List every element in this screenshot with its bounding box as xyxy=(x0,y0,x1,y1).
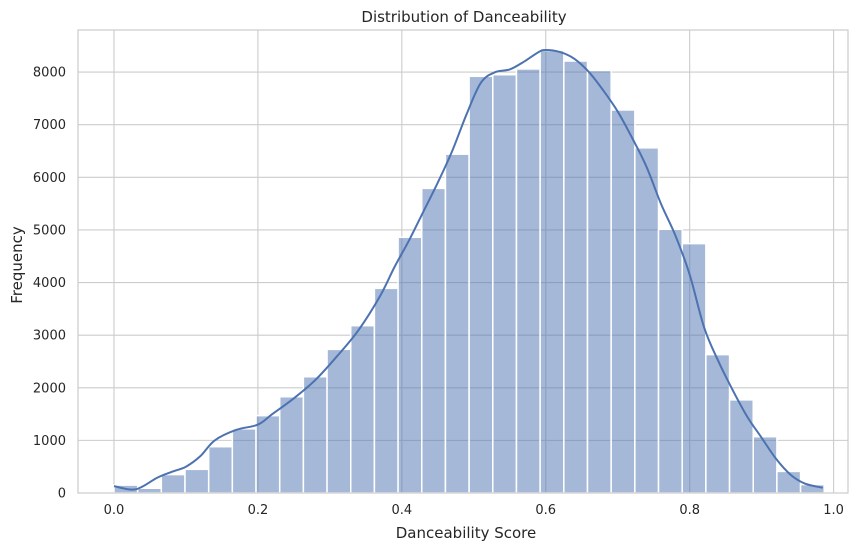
histogram-bar xyxy=(278,395,305,494)
histogram-bar xyxy=(397,236,423,494)
histogram-bar xyxy=(302,375,328,494)
histogram-bar xyxy=(752,435,778,494)
histogram-bar xyxy=(681,242,707,494)
chart-title: Distribution of Danceability xyxy=(361,8,566,26)
histogram-bar xyxy=(136,487,163,494)
histogram-bar xyxy=(231,428,257,494)
histogram-bar xyxy=(610,109,636,494)
histogram-bar xyxy=(657,228,683,494)
y-tick-label: 2000 xyxy=(33,381,66,396)
histogram-bar xyxy=(444,153,470,494)
histogram-bar xyxy=(326,348,352,494)
histogram-bar xyxy=(563,60,589,494)
histogram-bars xyxy=(113,49,826,494)
x-tick-label: 0.8 xyxy=(679,503,700,518)
kde-curve xyxy=(113,48,824,491)
x-tick-labels: 0.0 0.2 0.4 0.6 0.8 1.0 xyxy=(104,503,844,518)
y-axis-label: Frequency xyxy=(8,226,26,304)
y-tick-labels: 0 1000 2000 3000 4000 5000 6000 7000 8000 xyxy=(33,66,66,502)
histogram-bar xyxy=(586,69,612,494)
x-tick-label: 0.0 xyxy=(104,503,125,518)
y-tick-label: 7000 xyxy=(33,118,66,133)
y-tick-label: 8000 xyxy=(33,66,66,81)
histogram-bar xyxy=(515,68,541,494)
x-axis-label: Danceability Score xyxy=(396,524,536,542)
histogram-bar xyxy=(421,187,447,494)
y-tick-label: 5000 xyxy=(33,223,66,238)
x-tick-label: 1.0 xyxy=(823,503,844,518)
histogram-bar xyxy=(492,73,518,494)
histogram-bar xyxy=(539,49,565,494)
histogram-bar xyxy=(184,468,210,494)
histogram-bar xyxy=(634,147,660,494)
y-tick-label: 4000 xyxy=(33,276,66,291)
y-tick-label: 3000 xyxy=(33,329,66,344)
histogram-bar xyxy=(207,445,234,494)
histogram-bar xyxy=(468,75,494,494)
y-tick-label: 1000 xyxy=(33,434,66,449)
histogram-bar xyxy=(776,470,802,494)
histogram-bar xyxy=(255,414,281,494)
x-tick-label: 0.6 xyxy=(535,503,556,518)
y-tick-label: 0 xyxy=(58,487,66,502)
histogram-bar xyxy=(373,287,399,494)
axes-frame xyxy=(77,29,849,494)
histogram-bar xyxy=(160,473,186,494)
histogram-bar xyxy=(349,324,376,494)
x-tick-label: 0.2 xyxy=(248,503,269,518)
y-tick-label: 6000 xyxy=(33,171,66,186)
x-tick-label: 0.4 xyxy=(391,503,412,518)
histogram-bar xyxy=(728,399,754,494)
